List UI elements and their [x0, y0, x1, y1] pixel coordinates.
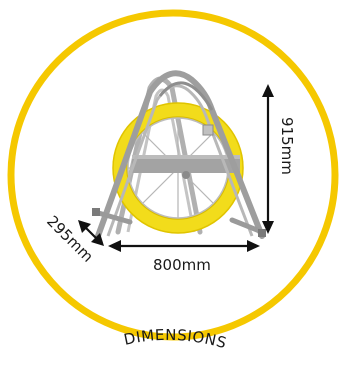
- width-arrow: [108, 240, 260, 252]
- depth-label: 295mm: [43, 212, 97, 266]
- outer-ring: [7, 9, 339, 341]
- height-label: 915mm: [278, 117, 296, 175]
- depth-arrow: [78, 220, 104, 246]
- width-label: 800mm: [153, 256, 211, 274]
- cable-reel-icon: [92, 70, 266, 239]
- height-arrow: [262, 84, 274, 234]
- axle-bar: [132, 155, 240, 173]
